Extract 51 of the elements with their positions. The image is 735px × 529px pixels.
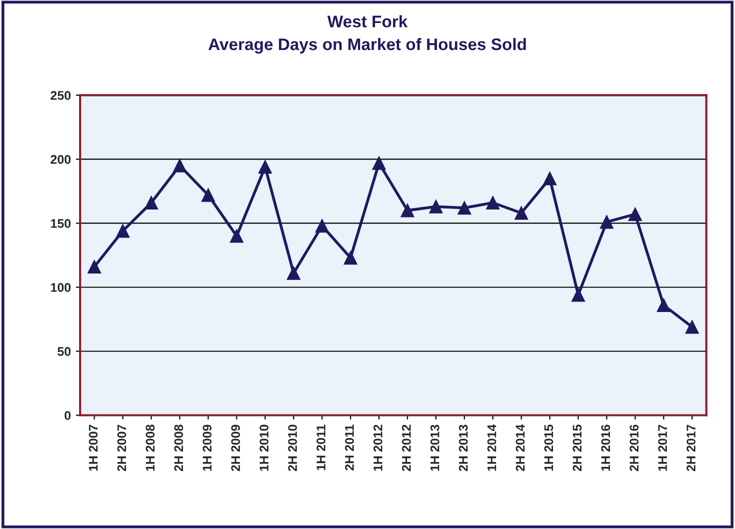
point xyxy=(486,196,500,210)
point xyxy=(258,160,272,174)
x-tick-label: 2H 2010 xyxy=(288,424,297,472)
x-tick-label: 2H 2008 xyxy=(174,424,184,472)
point xyxy=(543,172,557,186)
x-tick-label: 2H 2014 xyxy=(516,424,525,472)
y-tick-label: 200 xyxy=(50,155,71,164)
point xyxy=(201,188,215,202)
point xyxy=(656,298,670,312)
x-tick-label: 2H 2007 xyxy=(117,424,126,472)
point xyxy=(628,208,642,222)
x-tick-label: 1H 2008 xyxy=(146,424,155,471)
x-tick-label: 2H 2016 xyxy=(630,424,639,472)
point xyxy=(88,260,102,274)
x-tick-label: 2H 2011 xyxy=(345,424,354,470)
point xyxy=(600,215,614,229)
x-tick-label: 1H 2007 xyxy=(88,424,98,471)
point xyxy=(458,201,472,215)
x-tick-label: 1H 2016 xyxy=(601,424,610,471)
x-tick-label: 2H 2017 xyxy=(686,424,696,472)
point xyxy=(315,219,329,233)
point xyxy=(344,251,358,265)
chart-title: West Fork Average Days on Market of Houses Sold xyxy=(208,15,526,54)
x-tick-label: 1H 2014 xyxy=(487,424,496,471)
point xyxy=(116,224,130,238)
x-tick-label: 1H 2009 xyxy=(202,424,212,471)
x-tick-label: 2H 2013 xyxy=(458,424,468,472)
x-tick-label: 2H 2012 xyxy=(402,424,411,472)
point xyxy=(172,158,187,172)
point xyxy=(514,206,528,220)
point xyxy=(400,204,414,218)
x-tick-label: 1H 2017 xyxy=(658,424,667,471)
point xyxy=(286,266,300,280)
x-tick-label: 2H 2015 xyxy=(572,424,582,472)
point xyxy=(372,156,386,170)
point xyxy=(230,229,244,243)
x-tick-label: 1H 2012 xyxy=(373,424,382,471)
point xyxy=(571,288,586,302)
y-tick-label: 100 xyxy=(51,283,71,292)
y-tick-label: 50 xyxy=(58,347,71,356)
x-tick-label: 1H 2015 xyxy=(544,424,554,471)
x-tick-label: 1H 2011 xyxy=(316,424,326,470)
y-tick-label: 0 xyxy=(64,411,71,420)
y-tick-label: 250 xyxy=(50,91,71,100)
point xyxy=(685,320,699,334)
x-tick-label: 2H 2009 xyxy=(231,424,240,472)
x-tick-label: 1H 2010 xyxy=(260,424,268,471)
x-tick-label: 1H 2013 xyxy=(430,424,440,471)
point xyxy=(429,200,443,214)
point xyxy=(144,196,158,210)
y-tick-label: 150 xyxy=(51,219,71,228)
